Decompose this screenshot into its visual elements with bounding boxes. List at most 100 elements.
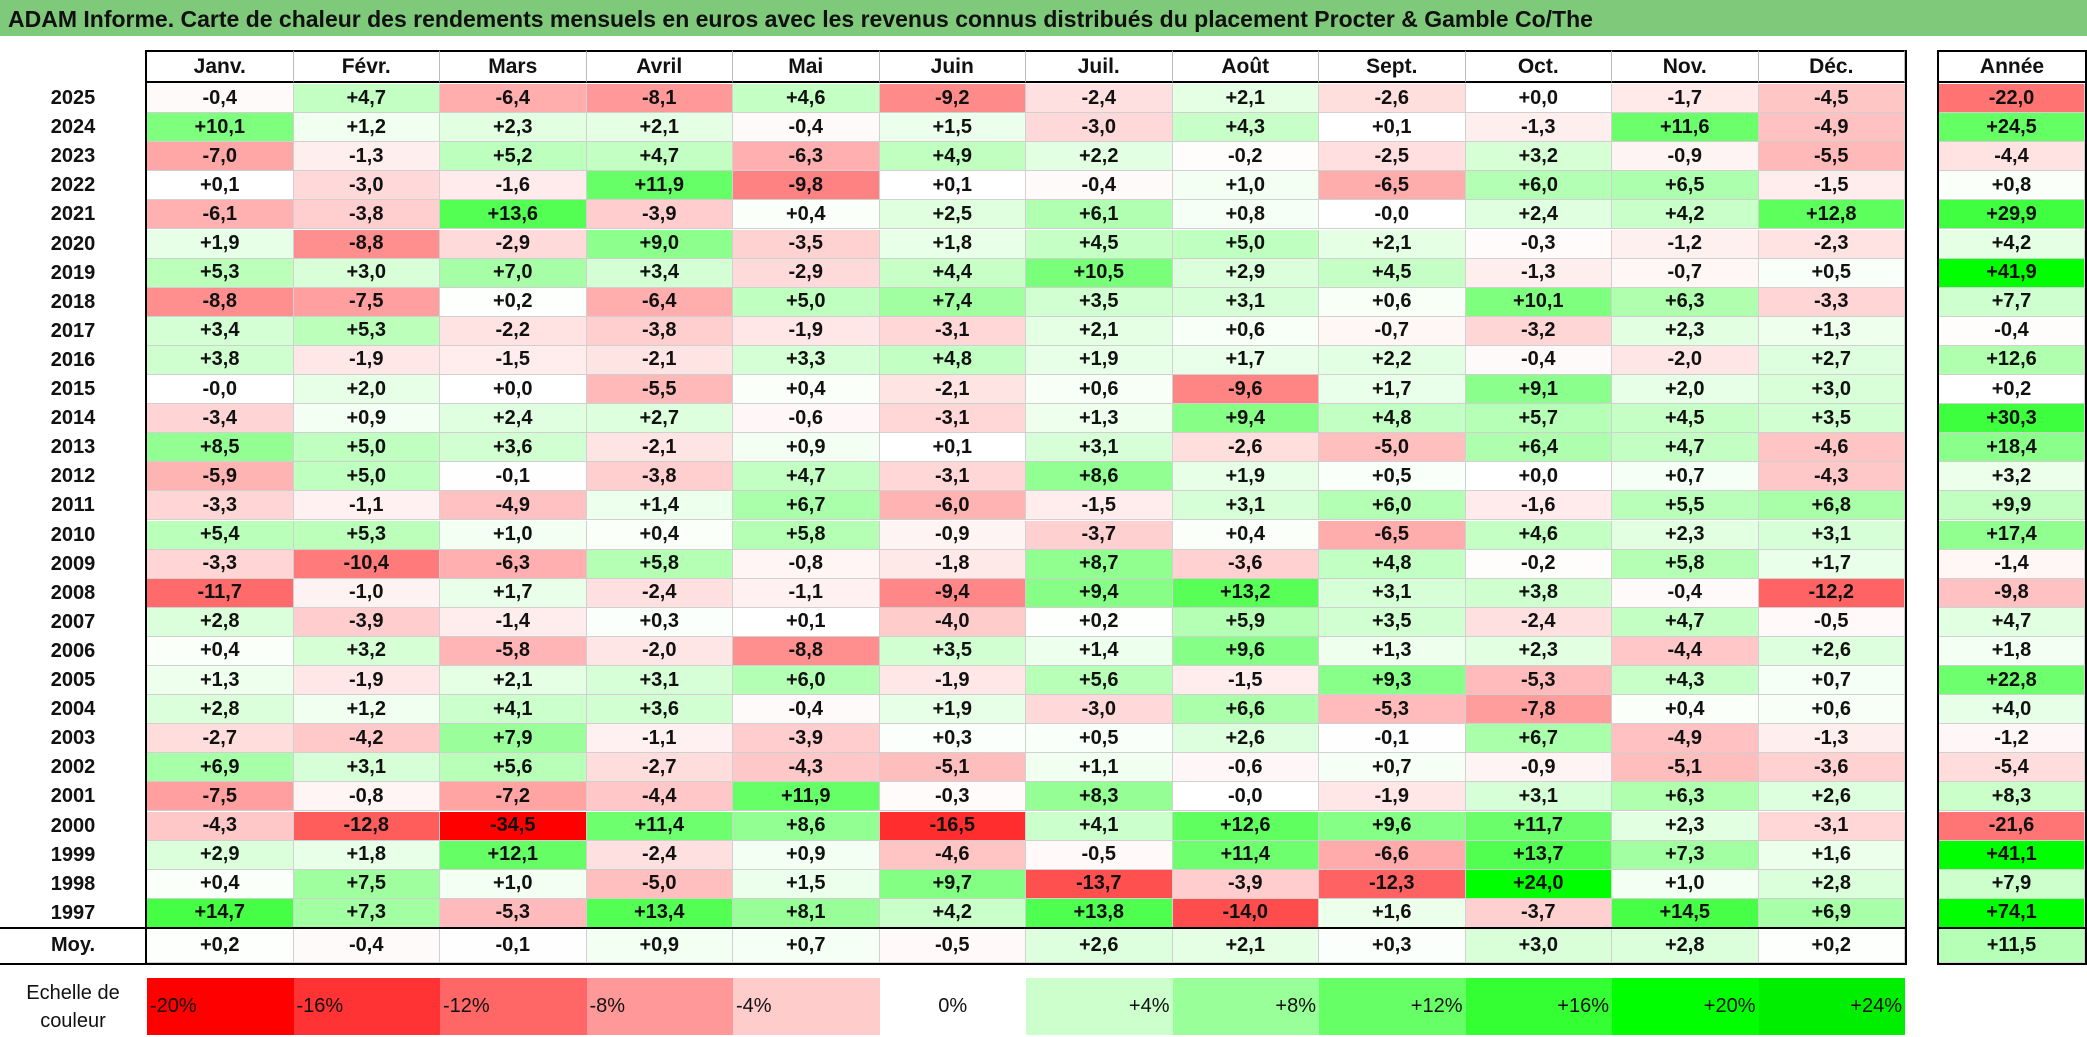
annual-cell: +18,4: [1939, 433, 2085, 463]
heatmap-cell: +1,8: [293, 840, 440, 870]
heatmap-cell: -0,1: [440, 462, 587, 492]
heatmap-cell: +0,1: [879, 171, 1026, 201]
heatmap-cell: -7,8: [1465, 695, 1612, 725]
heatmap-cell: +3,2: [1465, 142, 1612, 172]
annual-cell: +9,9: [1939, 491, 2085, 521]
heatmap-cell: +4,2: [879, 898, 1026, 928]
heatmap-cell: +1,4: [1026, 636, 1173, 666]
heatmap-cell: -3,6: [1758, 753, 1905, 783]
heatmap-cell: -1,5: [1172, 666, 1319, 696]
heatmap-cell: +1,2: [293, 695, 440, 725]
annual-cell: -5,4: [1939, 753, 2085, 783]
month-header: Août: [1172, 50, 1319, 83]
heatmap-cell: -0,1: [1319, 724, 1466, 754]
heatmap-cell: -2,1: [586, 345, 733, 375]
month-header: Sept.: [1319, 50, 1466, 83]
year-label: 2008: [50, 581, 96, 604]
heatmap-cell: -3,1: [879, 462, 1026, 492]
heatmap-cell: +0,8: [1172, 200, 1319, 230]
heatmap-cell: -2,7: [586, 753, 733, 783]
grid-right-border: [1905, 50, 1907, 963]
heatmap-cell: -5,3: [1465, 666, 1612, 696]
heatmap-cell: -4,2: [293, 724, 440, 754]
annual-cell: +41,9: [1939, 258, 2085, 288]
heatmap-cell: +2,9: [1172, 258, 1319, 288]
heatmap-cell: -6,3: [440, 549, 587, 579]
annual-cell: +17,4: [1939, 520, 2085, 550]
heatmap-cell: +1,0: [440, 869, 587, 899]
month-header: Févr.: [293, 50, 440, 83]
heatmap-cell: +1,0: [1612, 869, 1759, 899]
year-label: 2024: [50, 116, 96, 139]
heatmap-cell: +5,3: [293, 316, 440, 346]
heatmap-cell: +0,4: [733, 375, 880, 405]
heatmap-cell: -2,9: [733, 258, 880, 288]
heatmap-cell: -5,8: [440, 636, 587, 666]
heatmap-cell: +8,6: [733, 811, 880, 841]
heatmap-cell: -9,8: [733, 171, 880, 201]
annual-cell: +74,1: [1939, 898, 2085, 928]
heatmap-cell: +2,4: [1465, 200, 1612, 230]
heatmap-cell: -3,4: [147, 404, 294, 434]
heatmap-cell: -2,5: [1319, 142, 1466, 172]
year-label: 2001: [50, 785, 96, 808]
average-cell: +2,1: [1172, 928, 1319, 963]
heatmap-cell: -8,1: [586, 84, 733, 114]
heatmap-cell: +6,9: [147, 753, 294, 783]
annual-cell: +29,9: [1939, 200, 2085, 230]
heatmap-cell: +9,0: [586, 229, 733, 259]
heatmap-cell: +9,4: [1026, 578, 1173, 608]
heatmap-cell: +4,7: [293, 84, 440, 114]
heatmap-cell: +10,1: [147, 113, 294, 143]
heatmap-cell: -3,9: [293, 607, 440, 637]
heatmap-cell: +0,0: [1465, 462, 1612, 492]
heatmap-cell: +1,7: [1172, 345, 1319, 375]
heatmap-cell: -4,9: [440, 491, 587, 521]
heatmap-cell: -1,5: [1758, 171, 1905, 201]
annual-left-border: [1937, 50, 1939, 963]
heatmap-cell: +3,1: [1758, 520, 1905, 550]
heatmap-cell: +2,1: [586, 113, 733, 143]
heatmap-cell: -11,7: [147, 578, 294, 608]
heatmap-cell: -3,8: [586, 462, 733, 492]
heatmap-cell: +3,6: [440, 433, 587, 463]
heatmap-cell: +3,8: [147, 345, 294, 375]
year-label: 2010: [50, 523, 96, 546]
heatmap-cell: -13,7: [1026, 869, 1173, 899]
heatmap-cell: +4,7: [1612, 433, 1759, 463]
annual-cell: -4,4: [1939, 142, 2085, 172]
heatmap-cell: +6,5: [1612, 171, 1759, 201]
heatmap-cell: +0,4: [586, 520, 733, 550]
heatmap-cell: +5,0: [1172, 229, 1319, 259]
heatmap-cell: -1,9: [293, 666, 440, 696]
heatmap-cell: -3,9: [733, 724, 880, 754]
average-bottom-border: [0, 962, 1907, 965]
heatmap-cell: +5,0: [293, 462, 440, 492]
average-cell: +3,0: [1465, 928, 1612, 963]
heatmap-cell: +13,4: [586, 898, 733, 928]
heatmap-cell: -2,0: [586, 636, 733, 666]
heatmap-cell: +11,4: [586, 811, 733, 841]
heatmap-cell: +0,2: [440, 287, 587, 317]
heatmap-cell: +7,4: [879, 287, 1026, 317]
heatmap-cell: +3,1: [293, 753, 440, 783]
heatmap-cell: +12,6: [1172, 811, 1319, 841]
heatmap-cell: -3,2: [1465, 316, 1612, 346]
heatmap-cell: -0,7: [1612, 258, 1759, 288]
heatmap-cell: +6,9: [1758, 898, 1905, 928]
heatmap-cell: +5,3: [147, 258, 294, 288]
heatmap-cell: +12,1: [440, 840, 587, 870]
heatmap-cell: -0,8: [733, 549, 880, 579]
heatmap-cell: +2,7: [1758, 345, 1905, 375]
heatmap-cell: +0,1: [879, 433, 1026, 463]
heatmap-cell: -0,3: [879, 782, 1026, 812]
heatmap-cell: -1,4: [440, 607, 587, 637]
heatmap-cell: -1,5: [1026, 491, 1173, 521]
heatmap-cell: -8,8: [293, 229, 440, 259]
heatmap-cell: +14,5: [1612, 898, 1759, 928]
heatmap-cell: -12,8: [293, 811, 440, 841]
heatmap-cell: +3,2: [293, 636, 440, 666]
grid-left-border: [145, 50, 147, 963]
heatmap-cell: -5,5: [1758, 142, 1905, 172]
heatmap-cell: +1,7: [1319, 375, 1466, 405]
